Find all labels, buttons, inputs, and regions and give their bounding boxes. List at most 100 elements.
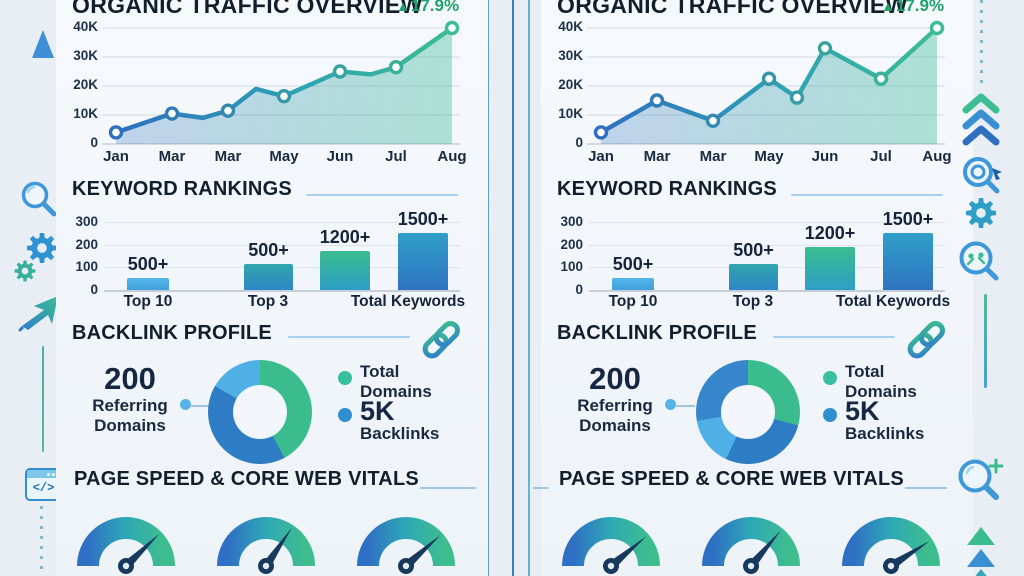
magnifier-plus-icon <box>958 458 1004 500</box>
header-rule <box>288 336 410 338</box>
gears-icon <box>14 232 58 282</box>
legend-dot-total-domains <box>338 371 352 385</box>
connector-line <box>675 405 695 407</box>
y-axis-tick: 0 <box>575 282 583 297</box>
organic-traffic-line-chart <box>102 20 460 145</box>
header-rule <box>306 194 458 196</box>
up-triangle-icon: ▲ <box>396 0 410 14</box>
chain-link-icon <box>907 321 945 359</box>
header-rule <box>791 194 943 196</box>
connector-dot <box>665 399 676 410</box>
bar-value-label: 500+ <box>248 239 289 260</box>
keyword-bar <box>127 277 169 290</box>
bar-gridline <box>589 244 945 246</box>
stat-value: 200 <box>589 361 641 396</box>
bar-gridline <box>589 222 945 223</box>
panel-border-right <box>528 0 530 576</box>
bar-value-label: 1500+ <box>397 209 449 230</box>
y-axis-tick: 10K <box>558 106 583 121</box>
keyword-bar <box>612 277 654 290</box>
connector-dot <box>180 399 191 410</box>
y-axis-tick: 200 <box>75 236 98 252</box>
y-axis-tick: 0 <box>90 135 98 150</box>
x-axis-tick: Jun <box>326 148 354 165</box>
bar-value-label: 1500+ <box>882 209 934 230</box>
referring-domains-stat: 200 Referring Domains <box>565 362 665 436</box>
code-window-icon: </> <box>25 468 62 501</box>
bar-category-label: Top 10 <box>123 293 173 310</box>
section-title-backlink: BACKLINK PROFILE <box>557 322 757 344</box>
connector-line <box>190 405 210 407</box>
magnifier-analytics-icon <box>959 241 999 281</box>
title-dash <box>905 487 947 489</box>
connector-line <box>984 294 987 388</box>
gauge-needle <box>608 536 647 570</box>
section-title-pagespeed: PAGE SPEED & CORE WEB VITALS <box>74 468 419 490</box>
bar-value-label: 500+ <box>127 253 169 274</box>
bar-category-label: Top 10 <box>608 293 658 310</box>
section-title-backlink: BACKLINK PROFILE <box>72 322 272 344</box>
gauge-needle <box>747 530 781 569</box>
legend-value: 5K <box>360 396 395 426</box>
legend-label: Backlinks <box>360 424 440 443</box>
gauge-needle <box>402 535 441 570</box>
bar-category-label: Top 3 <box>247 293 289 310</box>
legend-dot-backlinks <box>823 408 837 422</box>
growth-arrow-up-icon <box>32 30 54 172</box>
keyword-bar <box>883 233 933 290</box>
section-title-traffic: ORGANIC TRAFFIC OVERVIEW <box>557 0 908 18</box>
legend-dot-total-domains <box>823 371 837 385</box>
bar-gridline <box>104 244 460 246</box>
y-axis-tick: 300 <box>560 214 583 229</box>
y-axis-tick: 0 <box>575 135 583 150</box>
y-axis-tick: 200 <box>560 236 583 252</box>
x-axis-tick: Jul <box>385 148 407 165</box>
keyword-bar <box>729 263 778 290</box>
y-axis-tick: 20K <box>558 77 583 92</box>
chain-link-icon <box>422 321 460 359</box>
y-axis-tick: 0 <box>90 282 98 297</box>
cursor-arrow-icon <box>18 296 58 332</box>
legend-label: Backlinks <box>845 424 925 443</box>
section-title-keywords: KEYWORD RANKINGS <box>72 178 292 200</box>
legend-value: 5K <box>845 396 880 426</box>
keyword-bar <box>398 233 448 290</box>
stat-label: Domains <box>94 416 166 435</box>
bar-category-label: Top 3 <box>732 293 774 310</box>
x-axis-tick: Jan <box>103 148 129 165</box>
keyword-bar <box>320 251 370 290</box>
up-triangle-icon: ▲ <box>881 0 895 14</box>
backlink-donut-chart <box>696 360 800 464</box>
bar-category-label: Total Keywords <box>350 293 466 310</box>
donut-hole <box>721 385 775 439</box>
core-web-vitals-gauges <box>562 517 940 574</box>
traffic-change-badge: ▲17.9% <box>396 0 460 15</box>
traffic-change-badge: ▲17.9% <box>881 0 945 15</box>
core-web-vitals-gauges <box>77 517 455 574</box>
y-axis-tick: 100 <box>75 259 98 275</box>
referring-domains-stat: 200 Referring Domains <box>80 362 180 436</box>
keyword-rankings-bar-chart: 300 200 100 0 500+ 500+ 1200+ 1500+ Top 10 Top 3 T… <box>56 0 488 320</box>
header-rule <box>773 336 895 338</box>
code-glyph: </> <box>32 481 55 495</box>
legend-dot-backlinks <box>338 408 352 422</box>
keyword-bar <box>805 246 855 290</box>
x-axis-tick: Jul <box>870 148 892 165</box>
bar-gridline <box>104 222 460 223</box>
title-dash <box>533 487 549 489</box>
magnifier-icon <box>21 181 57 217</box>
gauge-needle <box>122 534 160 570</box>
y-axis-tick: 20K <box>73 77 98 92</box>
gauge-needle <box>262 527 292 569</box>
bar-value-label: 1200+ <box>804 222 856 243</box>
x-axis-tick: Mar <box>158 148 186 165</box>
x-axis-tick: May <box>754 148 784 165</box>
report-panel-right: ORGANIC TRAFFIC OVERVIEW ▲17.9% KEYWORD … <box>533 0 973 576</box>
donut-hole <box>233 385 287 439</box>
triple-chevron-up-icon <box>962 93 1000 146</box>
x-axis-tick: Mar <box>214 148 242 165</box>
x-axis-tick: Jan <box>588 148 614 165</box>
x-axis-tick: Aug <box>437 148 467 165</box>
title-dash <box>420 487 476 489</box>
